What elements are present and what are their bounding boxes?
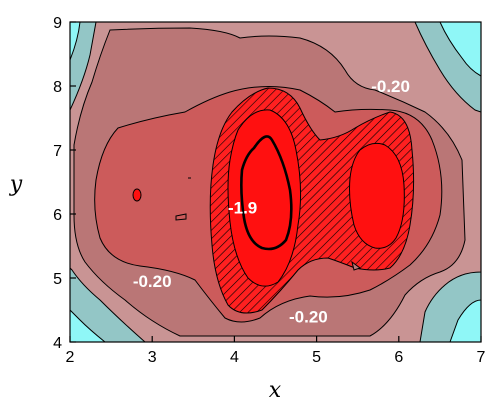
contour-labels: -0.20 -1.9 -0.20 -0.20	[133, 77, 410, 326]
y-tick-label: 7	[53, 143, 62, 160]
contour-line-core	[240, 135, 293, 251]
x-tick-label: 4	[230, 349, 239, 366]
x-tick-label: 5	[312, 349, 321, 366]
contour-value-label: -0.20	[371, 77, 410, 96]
y-tick-label: 8	[53, 79, 62, 96]
y-axis: 4 5 6 7 8 9	[53, 15, 76, 352]
plot-frame	[69, 21, 482, 343]
plot-area	[70, 22, 481, 342]
y-axis-label: y	[9, 172, 23, 197]
x-tick-label: 2	[66, 349, 75, 366]
y-tick-label: 6	[53, 207, 62, 224]
x-tick-label: 6	[394, 349, 403, 366]
x-axis-label: x	[269, 378, 282, 403]
contour-spot-small	[175, 213, 187, 221]
contour-spot-mid	[351, 260, 362, 271]
contour-value-label: -0.20	[133, 272, 172, 291]
contour-spot-left	[132, 188, 142, 202]
y-tick-label: 5	[53, 271, 62, 288]
contour-value-label: -1.9	[228, 199, 257, 218]
y-tick-label: 4	[53, 335, 62, 352]
y-tick-label: 9	[53, 15, 62, 32]
x-tick-label: 3	[148, 349, 157, 366]
x-axis: 2 3 4 5 6 7	[66, 336, 486, 366]
contour-band-bright-red-right	[349, 142, 405, 249]
contour-value-label: -0.20	[289, 307, 328, 326]
x-tick-label: 7	[477, 349, 486, 366]
